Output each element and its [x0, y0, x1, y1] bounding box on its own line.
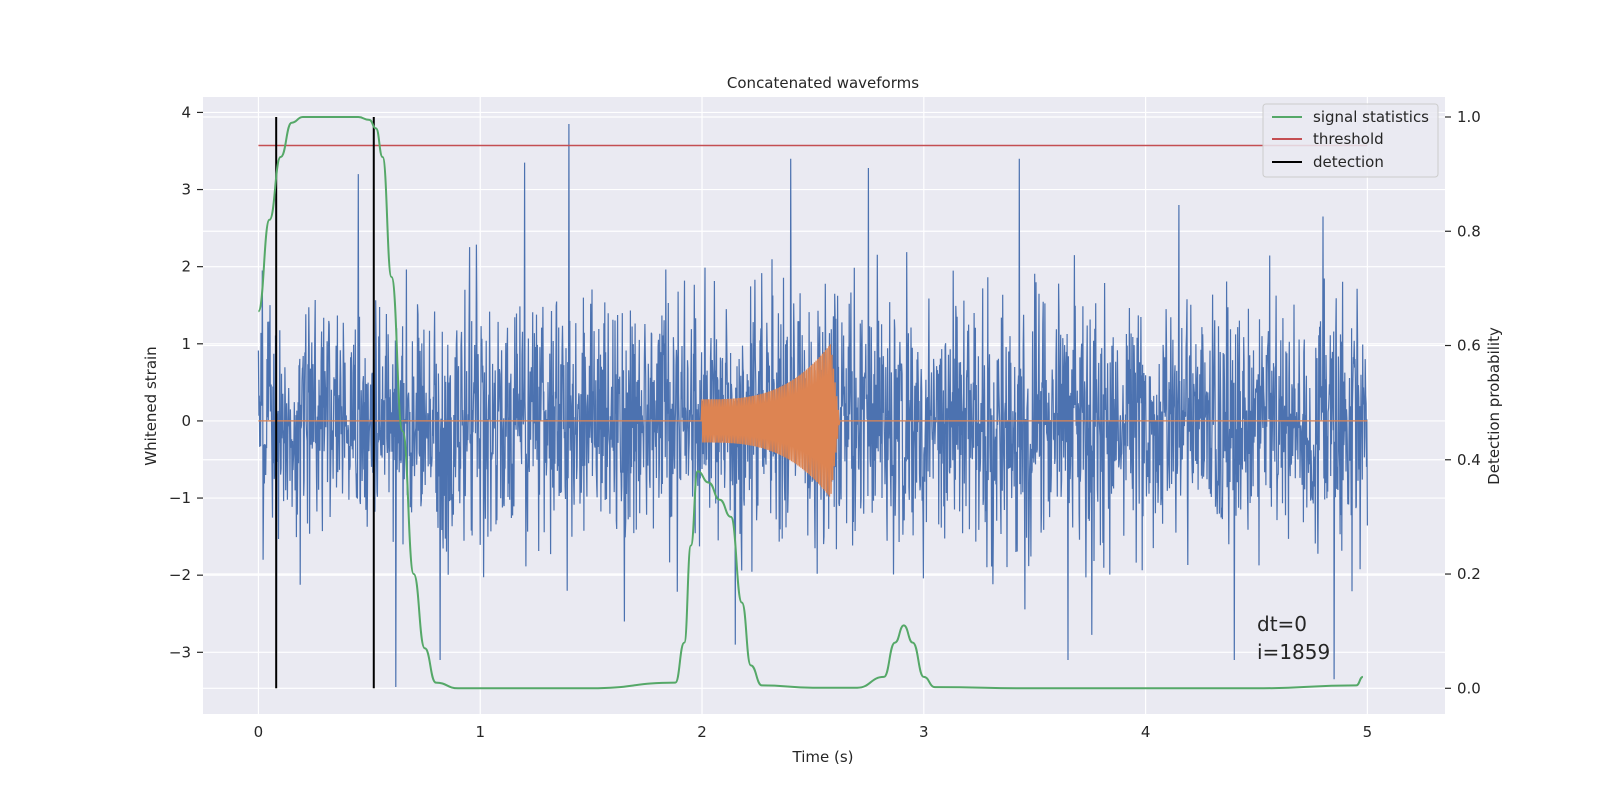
annotation-dt: dt=0 — [1257, 612, 1307, 636]
x-tick-label: 4 — [1141, 723, 1151, 741]
y-axis-label: Whitened strain — [142, 346, 160, 465]
x-tick-label: 1 — [475, 723, 485, 741]
injection-line — [258, 344, 1368, 497]
y-tick-label: −2 — [169, 566, 191, 584]
y-tick-label: 3 — [181, 181, 191, 199]
y-tick-label: 0 — [181, 412, 191, 430]
y2-tick-label: 0.6 — [1457, 337, 1481, 355]
y-tick-label: −1 — [169, 489, 191, 507]
y2-tick-label: 0.8 — [1457, 222, 1481, 240]
y2-tick-label: 0.2 — [1457, 565, 1481, 583]
y-axis-right: 0.0 0.2 0.4 0.6 0.8 1.0 — [1445, 108, 1481, 697]
y2-tick-label: 0.0 — [1457, 679, 1481, 697]
y-tick-label: −3 — [169, 643, 191, 661]
x-tick-label: 2 — [697, 723, 707, 741]
x-axis-label: Time (s) — [792, 748, 854, 766]
chart-title: Concatenated waveforms — [727, 74, 919, 92]
x-tick-label: 5 — [1363, 723, 1373, 741]
y-tick-label: 1 — [181, 335, 191, 353]
x-tick-label: 0 — [254, 723, 264, 741]
y2-tick-label: 0.4 — [1457, 451, 1481, 469]
x-tick-label: 3 — [919, 723, 929, 741]
annotation-index: i=1859 — [1257, 640, 1330, 664]
legend-detection-label: detection — [1313, 153, 1384, 171]
y2-tick-label: 1.0 — [1457, 108, 1481, 126]
legend-signal-statistics-label: signal statistics — [1313, 108, 1429, 126]
y-axis-left: −3 −2 −1 0 1 2 3 4 — [169, 103, 203, 661]
legend-box — [1262, 103, 1439, 178]
legend: signal statistics threshold detection — [1262, 103, 1439, 178]
probability-series — [257, 116, 1368, 690]
y-tick-label: 2 — [181, 258, 191, 276]
injection-series — [258, 344, 1368, 497]
signal-statistics-line — [257, 116, 1364, 690]
x-axis: 0 1 2 3 4 5 — [254, 723, 1372, 741]
strain-series — [257, 123, 1368, 688]
strain-line — [257, 123, 1368, 688]
y-tick-label: 4 — [181, 103, 191, 121]
y2-axis-label: Detection probability — [1485, 327, 1503, 485]
legend-threshold-label: threshold — [1313, 130, 1384, 148]
